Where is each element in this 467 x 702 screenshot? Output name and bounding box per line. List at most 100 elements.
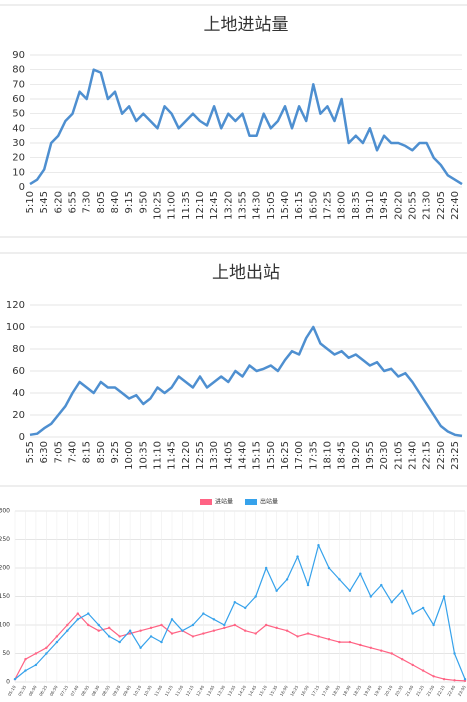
- x-tick-label: 22:15: [436, 684, 446, 697]
- x-tick-label: 19:20: [351, 441, 362, 470]
- x-tick-label: 15:35: [268, 684, 278, 697]
- x-tick-label: 19:45: [373, 684, 383, 697]
- data-point: [87, 623, 90, 627]
- data-point: [453, 652, 456, 655]
- x-tick-label: 8:40: [110, 191, 121, 213]
- x-tick-label: 6:20: [53, 191, 64, 213]
- x-tick-label: 10:10: [132, 684, 142, 697]
- x-tick-label: 22:50: [436, 441, 447, 470]
- x-tick-label: 18:35: [351, 191, 362, 220]
- x-tick-label: 06:50: [48, 684, 58, 697]
- x-tick-label: 17:35: [308, 441, 319, 470]
- x-tick-label: 22:40: [446, 684, 456, 697]
- data-point: [338, 578, 341, 581]
- x-tick-label: 10:35: [138, 441, 149, 470]
- data-point: [390, 601, 393, 604]
- x-tick-label: 21:00: [404, 684, 414, 697]
- data-point: [149, 635, 153, 638]
- data-point: [66, 629, 69, 632]
- x-tick-label: 08:55: [101, 684, 111, 697]
- data-line: [29, 325, 463, 438]
- data-point: [369, 646, 373, 649]
- data-point: [380, 649, 383, 652]
- data-point: [55, 640, 59, 644]
- data-point: [421, 669, 425, 672]
- x-tick-label: 11:00: [153, 684, 163, 697]
- data-point: [118, 640, 121, 644]
- x-tick-label: 15:15: [252, 441, 263, 470]
- x-tick-label: 20:35: [394, 684, 404, 697]
- x-tick-label: 13:55: [237, 191, 248, 220]
- x-tick-label: 16:00: [279, 684, 289, 697]
- x-tick-label: 07:15: [59, 684, 69, 697]
- x-tick-label: 9:15: [124, 191, 135, 213]
- x-tick-label: 19:45: [379, 191, 390, 220]
- x-tick-label: 12:10: [195, 191, 206, 220]
- data-point: [202, 632, 205, 635]
- x-tick-label: 19:20: [362, 684, 372, 697]
- data-point: [380, 583, 383, 587]
- x-tick-label: 18:55: [352, 684, 362, 697]
- x-tick-label: 22:40: [450, 191, 461, 220]
- data-point: [233, 601, 236, 604]
- x-tick-label: 11:35: [181, 191, 192, 220]
- data-point: [264, 566, 268, 570]
- data-point: [97, 623, 100, 627]
- x-tick-label: 7:30: [82, 191, 93, 213]
- x-tick-label: 12:20: [181, 441, 192, 470]
- x-tick-label: 7:40: [67, 441, 78, 463]
- data-point: [285, 629, 289, 632]
- data-point: [45, 652, 48, 655]
- y-tick-label: 60: [12, 366, 25, 377]
- data-point: [107, 635, 111, 638]
- data-point: [170, 632, 174, 635]
- y-tick-label: 30: [12, 138, 25, 149]
- x-tick-label: 12:55: [195, 441, 206, 470]
- y-tick-label: 0: [19, 182, 25, 193]
- data-point: [66, 623, 69, 627]
- x-tick-label: 14:45: [247, 684, 257, 697]
- x-tick-label: 11:10: [152, 441, 163, 470]
- data-point: [223, 626, 226, 630]
- data-line: [29, 68, 463, 186]
- data-point: [128, 632, 132, 635]
- data-point: [202, 612, 205, 615]
- data-point: [390, 652, 393, 655]
- chart-title: 上地出站: [212, 263, 280, 283]
- x-tick-label: 18:00: [337, 191, 348, 220]
- data-point: [34, 652, 38, 655]
- x-tick-label: 20:20: [393, 191, 404, 220]
- data-point: [317, 544, 320, 547]
- x-tick-label: 19:10: [365, 191, 376, 220]
- x-tick-label: 17:15: [310, 684, 320, 697]
- x-tick-label: 12:15: [185, 684, 195, 697]
- x-tick-label: 09:20: [111, 684, 121, 697]
- y-tick-label: 20: [12, 410, 25, 421]
- x-tick-label: 11:45: [167, 441, 178, 470]
- x-tick-label: 23:25: [450, 441, 461, 470]
- x-tick-label: 21:05: [393, 441, 404, 470]
- y-tick-label: 100: [0, 622, 10, 629]
- data-point: [212, 618, 216, 621]
- x-tick-label: 17:00: [294, 441, 305, 470]
- data-point: [212, 629, 216, 632]
- x-tick-label: 16:50: [300, 684, 310, 697]
- y-tick-label: 50: [2, 650, 10, 657]
- y-tick-label: 250: [0, 536, 10, 543]
- data-point: [160, 640, 163, 644]
- data-point: [254, 632, 257, 635]
- x-tick-label: 18:10: [322, 441, 333, 470]
- legend-label: 出站量: [260, 498, 278, 506]
- data-point: [306, 583, 310, 587]
- data-point: [254, 595, 257, 598]
- y-tick-label: 300: [0, 508, 10, 515]
- x-tick-label: 11:00: [167, 191, 178, 220]
- x-tick-label: 22:15: [422, 441, 433, 470]
- data-point: [296, 635, 299, 638]
- data-point: [411, 612, 414, 615]
- x-tick-label: 8:05: [96, 191, 107, 213]
- data-point: [369, 595, 373, 598]
- y-tick-label: 200: [0, 565, 10, 572]
- data-point: [76, 612, 79, 615]
